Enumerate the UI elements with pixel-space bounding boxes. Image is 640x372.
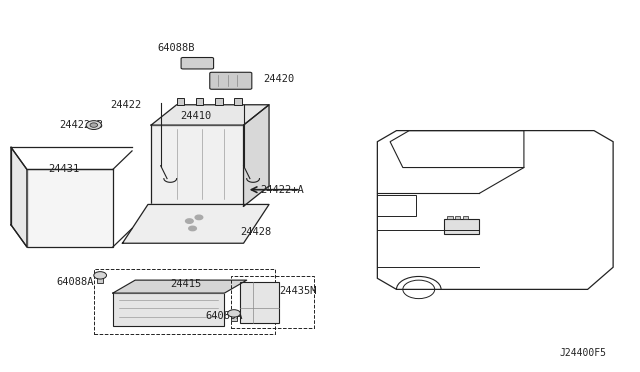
Text: 24428: 24428 <box>241 227 272 237</box>
Circle shape <box>189 226 196 231</box>
Polygon shape <box>244 105 269 206</box>
Text: 24420: 24420 <box>263 74 294 84</box>
Bar <box>151 125 244 206</box>
Bar <box>231 311 237 321</box>
Circle shape <box>90 123 98 127</box>
Bar <box>177 98 184 105</box>
Text: 64088A: 64088A <box>56 277 93 287</box>
Bar <box>455 215 460 219</box>
Bar <box>463 215 468 219</box>
Bar <box>97 273 103 283</box>
FancyBboxPatch shape <box>210 72 252 89</box>
Bar <box>94 269 275 334</box>
Text: J24400F5: J24400F5 <box>560 348 607 358</box>
Polygon shape <box>122 205 269 243</box>
Text: 64088B: 64088B <box>158 42 195 52</box>
FancyBboxPatch shape <box>181 58 214 69</box>
Text: 24422+B: 24422+B <box>59 120 103 130</box>
Polygon shape <box>11 147 27 247</box>
Text: 24415: 24415 <box>170 279 202 289</box>
Bar <box>447 215 452 219</box>
Bar <box>113 293 225 326</box>
Circle shape <box>186 219 193 223</box>
Polygon shape <box>151 105 269 125</box>
Circle shape <box>94 272 106 279</box>
Bar <box>234 98 242 105</box>
Bar <box>444 219 479 234</box>
Bar <box>27 169 113 247</box>
Bar <box>215 98 223 105</box>
Text: 24410: 24410 <box>180 111 211 121</box>
Bar <box>196 98 204 105</box>
Circle shape <box>195 215 203 219</box>
Circle shape <box>228 310 241 317</box>
Bar <box>378 195 415 215</box>
Text: 24422: 24422 <box>110 100 141 110</box>
Text: 24422+A: 24422+A <box>260 185 303 195</box>
Polygon shape <box>113 280 246 293</box>
Circle shape <box>86 121 101 129</box>
Text: 64089A: 64089A <box>205 311 243 321</box>
Text: 24435M: 24435M <box>279 286 316 296</box>
Bar <box>241 282 278 323</box>
Bar <box>231 276 314 328</box>
Text: 24431: 24431 <box>48 164 79 174</box>
